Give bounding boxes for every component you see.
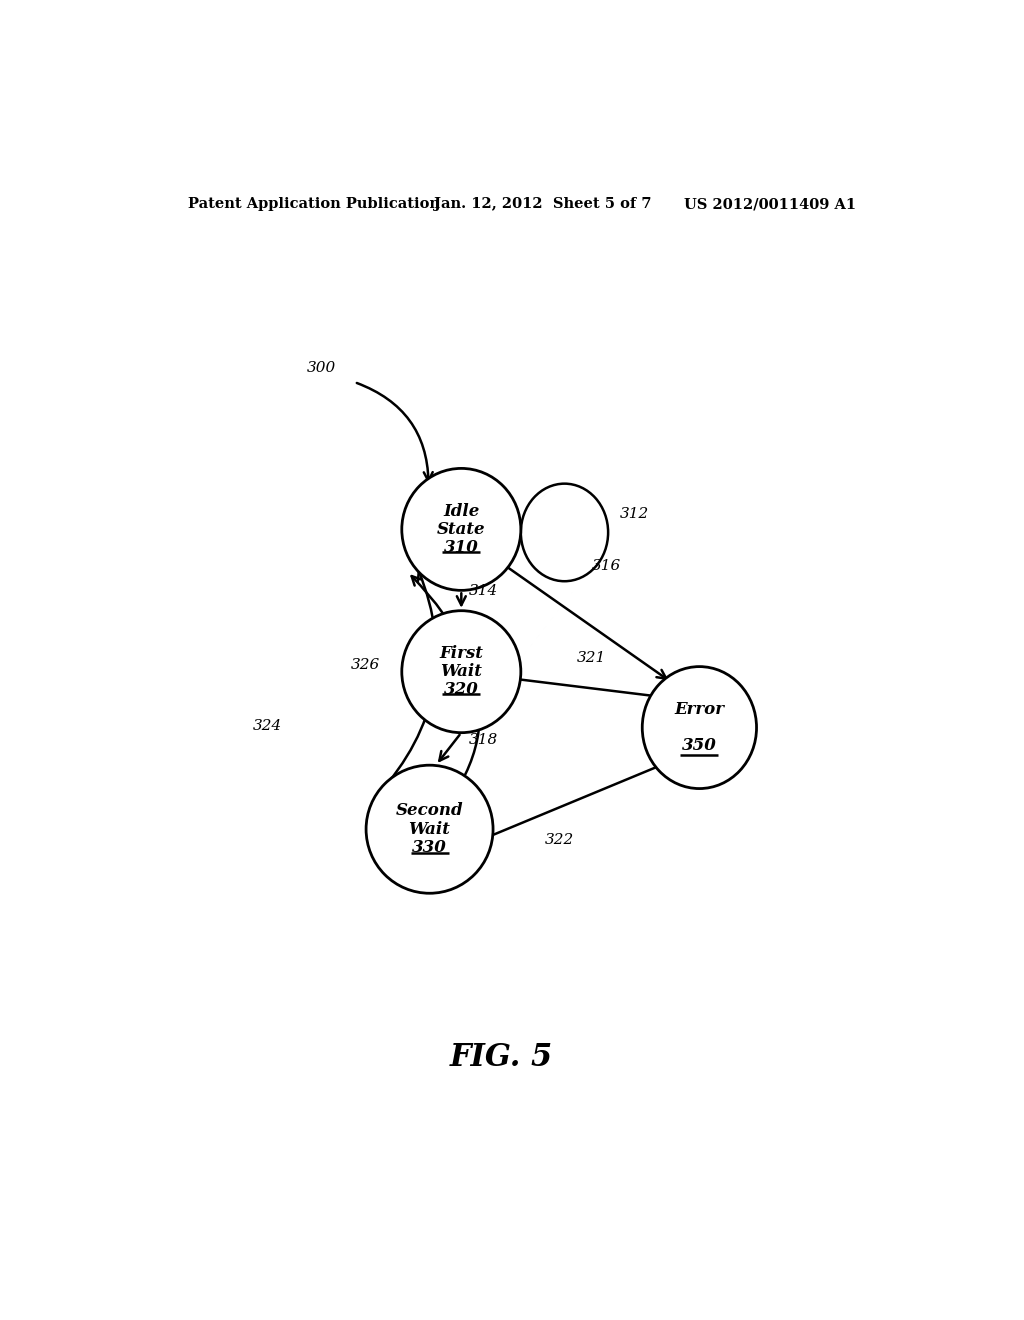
Text: 314: 314 — [469, 585, 499, 598]
Text: Wait: Wait — [409, 821, 451, 838]
Text: 350: 350 — [682, 737, 717, 754]
Text: FIG. 5: FIG. 5 — [450, 1043, 553, 1073]
Text: 321: 321 — [577, 651, 605, 664]
Ellipse shape — [401, 469, 521, 590]
Text: First: First — [439, 645, 483, 663]
Text: Second: Second — [395, 803, 464, 820]
Text: Error: Error — [675, 701, 724, 718]
Text: 312: 312 — [621, 507, 649, 521]
Text: 320: 320 — [443, 681, 479, 698]
Text: 326: 326 — [351, 659, 381, 672]
Text: 330: 330 — [412, 840, 447, 857]
Text: Wait: Wait — [440, 663, 482, 680]
Text: 318: 318 — [469, 733, 499, 747]
Text: 310: 310 — [443, 539, 479, 556]
Ellipse shape — [401, 611, 521, 733]
Text: 324: 324 — [253, 719, 283, 733]
Text: 316: 316 — [592, 560, 622, 573]
Text: State: State — [437, 521, 485, 537]
Text: 322: 322 — [545, 833, 573, 847]
Text: Idle: Idle — [443, 503, 479, 520]
Ellipse shape — [367, 766, 494, 894]
Text: US 2012/0011409 A1: US 2012/0011409 A1 — [684, 197, 856, 211]
Ellipse shape — [642, 667, 757, 788]
Text: Jan. 12, 2012  Sheet 5 of 7: Jan. 12, 2012 Sheet 5 of 7 — [433, 197, 651, 211]
Text: 300: 300 — [306, 360, 336, 375]
Text: Patent Application Publication: Patent Application Publication — [187, 197, 439, 211]
